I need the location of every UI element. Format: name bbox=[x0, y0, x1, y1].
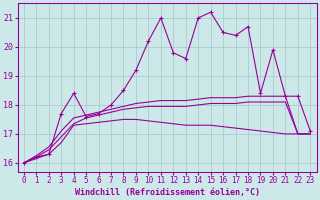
X-axis label: Windchill (Refroidissement éolien,°C): Windchill (Refroidissement éolien,°C) bbox=[75, 188, 260, 197]
